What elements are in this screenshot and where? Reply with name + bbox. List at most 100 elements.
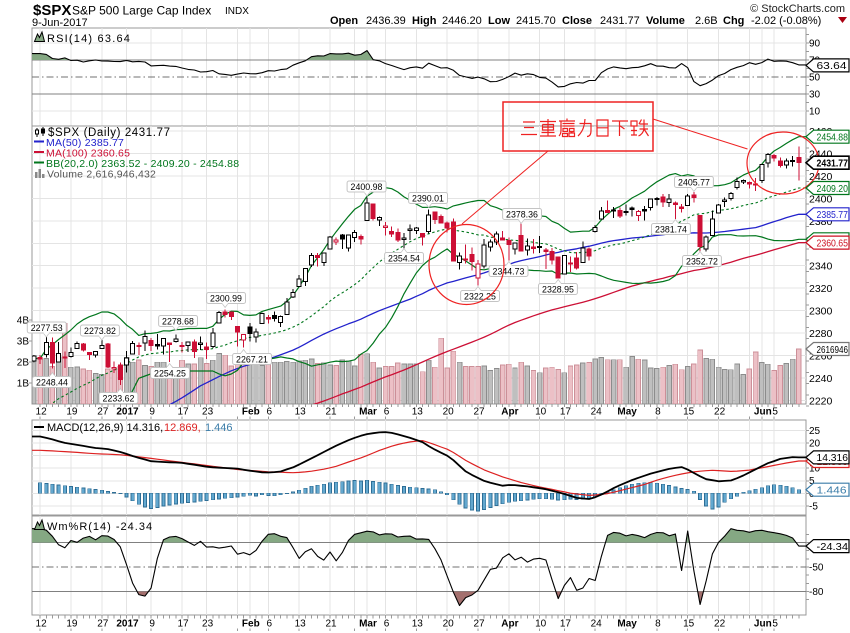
svg-text:2328.95: 2328.95 [542, 285, 574, 296]
svg-text:INDX: INDX [225, 6, 249, 17]
svg-text:17: 17 [177, 407, 189, 418]
svg-text:9: 9 [149, 619, 155, 630]
svg-text:2352.72: 2352.72 [686, 257, 718, 268]
svg-text:17: 17 [560, 619, 572, 630]
svg-text:2233.62: 2233.62 [103, 394, 135, 405]
svg-text:20: 20 [443, 407, 455, 418]
svg-text:13: 13 [295, 407, 307, 418]
svg-text:2415.70: 2415.70 [516, 15, 556, 27]
svg-text:2378.36: 2378.36 [506, 210, 538, 221]
svg-text:2.6B: 2.6B [695, 15, 718, 27]
svg-text:-24.34: -24.34 [817, 541, 849, 553]
svg-text:BB(20,2.0) 2363.52 - 2409.20 -: BB(20,2.0) 2363.52 - 2409.20 - 2454.88 [46, 158, 239, 170]
svg-text:MACD(12,26,9) 14.316,: MACD(12,26,9) 14.316, [47, 422, 163, 434]
svg-text:-2.02 (-0.08%): -2.02 (-0.08%) [751, 15, 821, 27]
svg-text:10: 10 [535, 619, 547, 630]
svg-text:2B: 2B [17, 358, 30, 369]
svg-text:Open: Open [330, 15, 358, 27]
svg-text:$SPX (Daily) 2431.77: $SPX (Daily) 2431.77 [48, 127, 171, 139]
svg-text:2280: 2280 [809, 328, 833, 340]
svg-text:6: 6 [267, 407, 273, 418]
svg-text:$SPX: $SPX [33, 2, 71, 19]
svg-text:S&P 500 Large Cap Index: S&P 500 Large Cap Index [72, 4, 211, 18]
svg-text:21: 21 [325, 619, 337, 630]
svg-text:Jun: Jun [754, 407, 772, 418]
svg-text:19: 19 [66, 619, 78, 630]
svg-text:2267.21: 2267.21 [236, 355, 268, 366]
svg-text:MA(50) 2385.77: MA(50) 2385.77 [46, 137, 124, 149]
svg-text:20: 20 [809, 439, 821, 450]
svg-text:2360.65: 2360.65 [817, 237, 849, 249]
svg-text:27: 27 [97, 619, 109, 630]
svg-text:27: 27 [473, 619, 485, 630]
svg-text:Close: Close [562, 15, 592, 27]
svg-text:2344.73: 2344.73 [493, 267, 525, 278]
svg-text:MA(100) 2360.65: MA(100) 2360.65 [46, 148, 130, 160]
svg-text:Wm%R(14) -24.34: Wm%R(14) -24.34 [47, 521, 153, 533]
svg-text:2385.77: 2385.77 [817, 209, 849, 221]
svg-text:17: 17 [560, 407, 572, 418]
svg-text:13: 13 [412, 619, 424, 630]
svg-text:Volume 2,616,946,432: Volume 2,616,946,432 [47, 169, 156, 181]
svg-text:13: 13 [295, 619, 307, 630]
svg-text:Apr: Apr [501, 619, 518, 630]
svg-text:1B: 1B [17, 379, 30, 390]
svg-text:2240: 2240 [809, 373, 833, 385]
svg-text:10: 10 [535, 407, 547, 418]
svg-text:3B: 3B [17, 337, 30, 348]
svg-text:22: 22 [714, 407, 726, 418]
svg-text:Volume: Volume [646, 15, 685, 27]
svg-text:RSI(14) 63.64: RSI(14) 63.64 [47, 33, 131, 45]
svg-text:2340: 2340 [809, 261, 833, 273]
svg-text:2409.20: 2409.20 [817, 183, 849, 195]
svg-text:2220: 2220 [809, 396, 833, 408]
svg-text:2278.68: 2278.68 [162, 317, 194, 328]
svg-text:23: 23 [202, 407, 214, 418]
svg-text:24: 24 [591, 407, 603, 418]
svg-text:2254.25: 2254.25 [154, 369, 186, 380]
svg-text:May: May [617, 619, 637, 630]
svg-text:2273.82: 2273.82 [84, 326, 116, 337]
svg-text:5: 5 [772, 619, 778, 630]
svg-text:17: 17 [177, 619, 189, 630]
svg-text:Mar: Mar [359, 619, 377, 630]
svg-text:Mar: Mar [359, 407, 377, 418]
svg-text:25: 25 [809, 426, 821, 437]
svg-text:19: 19 [66, 407, 78, 418]
svg-text:© StockCharts.com: © StockCharts.com [750, 3, 845, 15]
svg-text:15: 15 [683, 407, 695, 418]
svg-text:90: 90 [809, 39, 821, 50]
svg-text:2017: 2017 [116, 619, 139, 630]
svg-text:2300: 2300 [809, 306, 833, 318]
svg-text:12: 12 [36, 407, 48, 418]
svg-text:2431.77: 2431.77 [817, 158, 849, 170]
svg-text:Feb: Feb [242, 619, 260, 630]
svg-text:May: May [617, 407, 637, 418]
svg-text:20: 20 [443, 619, 455, 630]
svg-text:22: 22 [714, 619, 726, 630]
svg-text:14.316: 14.316 [817, 452, 849, 464]
svg-text:21: 21 [325, 407, 337, 418]
svg-text:9-Jun-2017: 9-Jun-2017 [32, 17, 88, 29]
svg-text:1.446: 1.446 [205, 422, 233, 434]
svg-text:8: 8 [655, 407, 661, 418]
svg-text:13: 13 [412, 407, 424, 418]
svg-text:-5: -5 [809, 501, 818, 512]
svg-text:2390.01: 2390.01 [412, 194, 444, 205]
svg-text:Feb: Feb [242, 407, 260, 418]
svg-text:24: 24 [591, 619, 603, 630]
svg-text:2405.77: 2405.77 [678, 178, 710, 189]
svg-text:2400.98: 2400.98 [351, 182, 383, 193]
svg-text:15: 15 [683, 619, 695, 630]
svg-text:2436.39: 2436.39 [366, 15, 406, 27]
svg-text:2431.77: 2431.77 [600, 15, 640, 27]
svg-text:2322.25: 2322.25 [464, 292, 496, 303]
svg-text:Jun: Jun [754, 619, 772, 630]
svg-text:-80: -80 [809, 587, 824, 598]
svg-text:6: 6 [384, 619, 390, 630]
svg-text:2248.44: 2248.44 [36, 378, 68, 389]
svg-text:2446.20: 2446.20 [442, 15, 482, 27]
svg-text:2616946: 2616946 [817, 344, 849, 356]
svg-text:1.446: 1.446 [817, 485, 847, 497]
svg-text:2400: 2400 [809, 193, 833, 205]
